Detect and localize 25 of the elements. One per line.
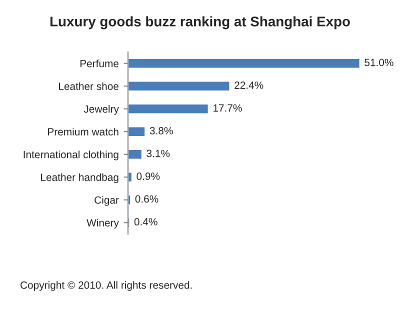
bar bbox=[128, 80, 231, 92]
bar bbox=[128, 194, 132, 206]
bar bbox=[128, 103, 210, 115]
bar bbox=[128, 58, 360, 70]
bar bbox=[128, 171, 133, 183]
text: Copyright © 2010. All rights reserved. bbox=[20, 281, 192, 291]
data-label: 0.6% bbox=[135, 195, 158, 203]
bar bbox=[128, 126, 146, 138]
y-tick-label: Cigar bbox=[94, 196, 119, 206]
data-label: 3.1% bbox=[146, 150, 170, 158]
y-tick-label: International clothing bbox=[24, 150, 118, 160]
data-label: 0.9% bbox=[136, 172, 160, 180]
y-tick-label: Premium watch bbox=[48, 128, 118, 136]
data-label: 51.0% bbox=[364, 58, 394, 66]
y-tick-label: Leather handbag bbox=[41, 173, 118, 184]
data-label: 22.4% bbox=[234, 82, 264, 89]
bar bbox=[128, 148, 143, 160]
chart-title: Luxury goods buzz ranking at Shanghai Expo bbox=[50, 16, 350, 30]
data-label: 0.4% bbox=[134, 218, 158, 226]
y-tick-label: Leather shoe bbox=[59, 82, 119, 90]
data-label: 3.8% bbox=[150, 127, 173, 134]
y-tick-label: Winery bbox=[86, 218, 119, 229]
y-tick-label: Jewelry bbox=[84, 105, 119, 115]
data-label: 17.7% bbox=[213, 104, 242, 112]
y-tick-label: Perfume bbox=[80, 60, 119, 68]
